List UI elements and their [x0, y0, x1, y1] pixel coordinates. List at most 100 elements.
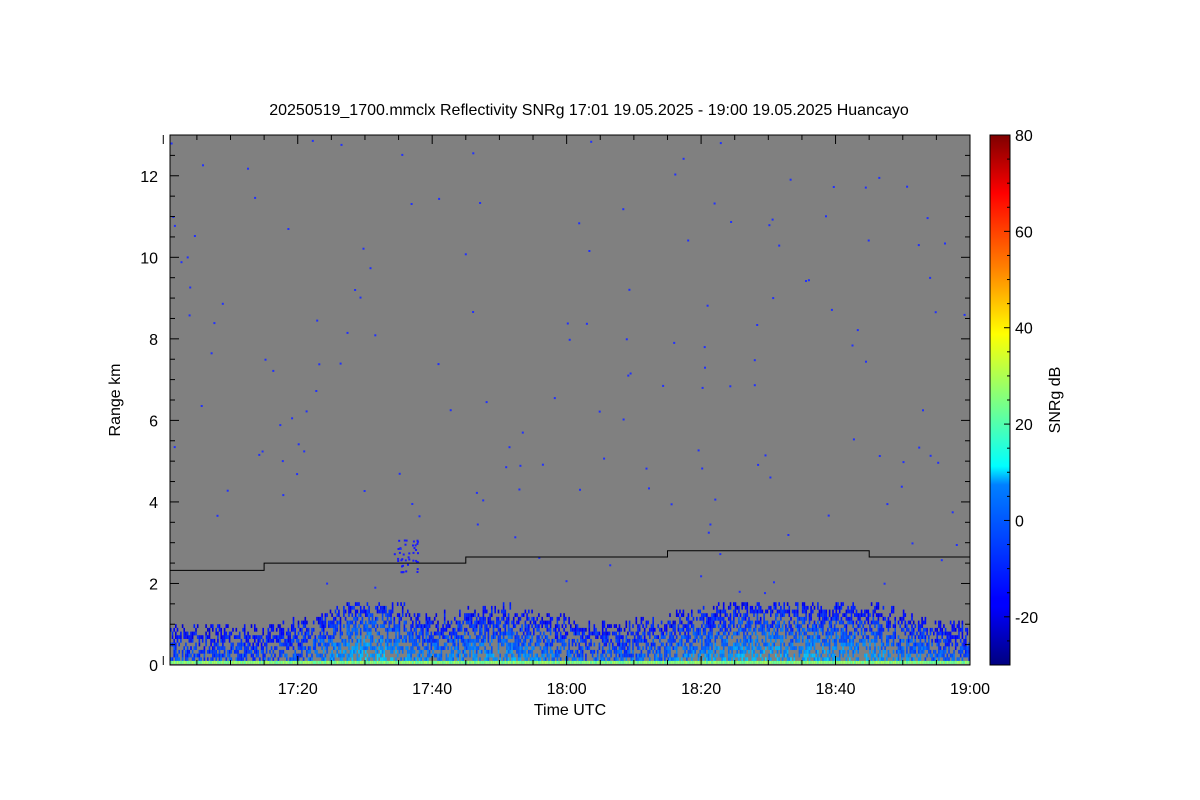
echo-cell — [193, 660, 196, 664]
echo-cell — [733, 657, 735, 662]
echo-cell — [178, 657, 180, 662]
echo-cell — [472, 653, 475, 658]
echo-cell — [721, 624, 723, 628]
echo-cell — [423, 646, 426, 650]
noise-speck — [296, 473, 299, 476]
echo-cell — [813, 605, 816, 610]
echo-cell — [655, 660, 658, 664]
echo-cell — [645, 660, 648, 664]
noise-speck — [764, 454, 767, 457]
echo-cell — [911, 613, 913, 617]
echo-cell — [551, 653, 554, 658]
echo-cell — [459, 620, 461, 625]
echo-cell — [842, 649, 844, 654]
echo-cell — [502, 657, 505, 662]
echo-cell — [699, 653, 701, 658]
echo-cell — [457, 649, 459, 654]
echo-cell — [484, 605, 486, 610]
echo-cell — [307, 627, 310, 632]
echo-cell — [711, 620, 713, 625]
echo-cell — [368, 642, 370, 647]
echo-cell — [601, 646, 604, 650]
echo-cell — [334, 660, 337, 664]
echo-cell — [921, 631, 923, 636]
echo-cell — [454, 616, 456, 621]
echo-cell — [232, 627, 234, 632]
echo-cell — [593, 649, 596, 654]
echo-cell — [356, 653, 359, 658]
echo-cell — [368, 613, 370, 617]
echo-cell — [701, 616, 703, 621]
echo-cell — [494, 657, 496, 662]
echo-cell — [801, 635, 804, 639]
echo-cell — [322, 660, 325, 664]
echo-cell — [965, 627, 967, 632]
echo-cell — [902, 653, 905, 658]
echo-cell — [625, 642, 628, 647]
echo-cell — [395, 660, 397, 664]
echo-cell — [581, 631, 584, 636]
echo-cell — [803, 631, 806, 636]
echo-cell — [203, 646, 206, 650]
echo-cell — [264, 660, 266, 664]
echo-cell — [420, 631, 422, 636]
echo-cell — [659, 638, 661, 643]
echo-cell — [405, 539, 408, 542]
noise-speck — [867, 239, 870, 242]
echo-cell — [615, 638, 617, 643]
echo-cell — [354, 609, 357, 614]
echo-cell — [321, 653, 323, 658]
echo-cell — [474, 642, 476, 647]
echo-cell — [370, 638, 372, 643]
echo-cell — [738, 616, 740, 621]
echo-cell — [175, 657, 177, 662]
echo-cell — [437, 657, 439, 662]
echo-cell — [422, 660, 424, 664]
echo-cell — [526, 635, 528, 639]
echo-cell — [386, 631, 389, 636]
echo-cell — [396, 627, 399, 632]
echo-cell — [612, 642, 614, 647]
echo-cell — [733, 613, 735, 617]
noise-speck — [521, 431, 524, 434]
echo-cell — [847, 635, 849, 639]
echo-cell — [739, 613, 742, 617]
echo-cell — [464, 649, 466, 654]
echo-cell — [533, 657, 535, 662]
echo-cell — [749, 624, 752, 628]
echo-cell — [427, 649, 429, 654]
echo-cell — [398, 616, 401, 621]
echo-cell — [233, 649, 236, 654]
echo-cell — [610, 649, 612, 654]
echo-cell — [297, 624, 300, 628]
echo-cell — [882, 627, 885, 632]
echo-cell — [297, 638, 300, 643]
echo-cell — [417, 642, 419, 647]
echo-cell — [381, 635, 384, 639]
echo-cell — [938, 642, 940, 647]
echo-cell — [780, 616, 782, 621]
echo-cell — [524, 635, 527, 639]
echo-cell — [428, 624, 431, 628]
echo-cell — [766, 624, 769, 628]
echo-cell — [474, 646, 476, 650]
echo-cell — [543, 638, 545, 643]
echo-cell — [487, 653, 490, 658]
echo-cell — [726, 638, 728, 643]
noise-speck — [929, 276, 932, 279]
noise-speck — [418, 515, 421, 518]
echo-cell — [304, 635, 307, 639]
echo-cell — [185, 653, 187, 658]
echo-cell — [837, 616, 839, 621]
echo-cell — [721, 635, 723, 639]
plot-area — [169, 134, 971, 666]
echo-cell — [324, 620, 327, 625]
echo-cell — [543, 653, 545, 658]
echo-cell — [667, 649, 670, 654]
echo-cell — [348, 653, 350, 658]
echo-cell — [427, 620, 429, 625]
echo-cell — [892, 657, 895, 662]
echo-cell — [664, 653, 666, 658]
echo-cell — [284, 660, 286, 664]
